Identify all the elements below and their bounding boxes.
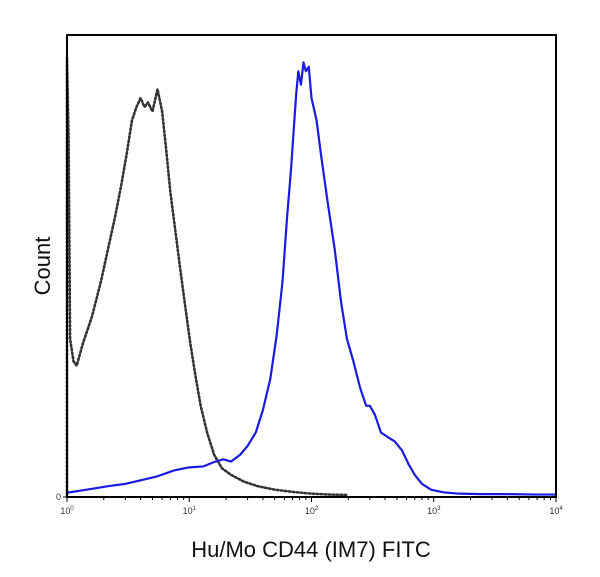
x-tick-label: 101 xyxy=(183,506,197,516)
plot-frame xyxy=(66,34,557,498)
x-tick-label: 103 xyxy=(427,506,441,516)
y-axis-title: Count xyxy=(30,237,55,296)
isotype-control-histogram xyxy=(65,56,350,497)
x-axis-title: Hu/Mo CD44 (IM7) FITC xyxy=(191,537,431,562)
x-tick-label: 104 xyxy=(549,506,563,516)
y-tick-label: 0 xyxy=(56,492,61,502)
x-tick-label: 102 xyxy=(305,506,319,516)
x-axis-ticks: 100 101 102 103 104 xyxy=(60,497,563,516)
y-axis-ticks: 0 xyxy=(56,492,67,502)
cd44-stained-histogram xyxy=(65,61,558,496)
x-tick-label: 100 xyxy=(60,506,74,516)
